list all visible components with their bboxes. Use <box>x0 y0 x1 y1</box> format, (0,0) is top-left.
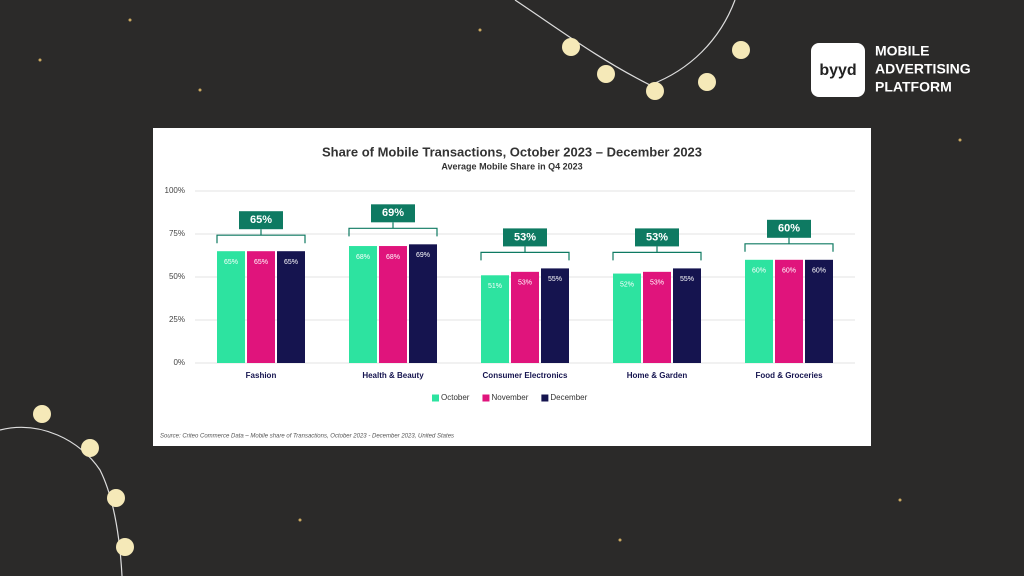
bar <box>511 271 539 363</box>
bar <box>541 268 569 363</box>
brand-line: ADVERTISING <box>875 61 971 77</box>
brand-line: PLATFORM <box>875 79 952 95</box>
value-label: 68% <box>386 254 400 261</box>
legend-swatch <box>432 394 439 402</box>
value-label: 65% <box>284 259 298 266</box>
value-label: 65% <box>254 259 268 266</box>
average-bracket <box>216 229 306 244</box>
bar <box>277 251 305 363</box>
value-label: 60% <box>812 268 826 275</box>
value-label: 68% <box>356 254 370 261</box>
bar <box>745 259 773 363</box>
value-label: 60% <box>752 268 766 275</box>
bar <box>805 259 833 363</box>
bar <box>379 246 407 363</box>
y-tick-label: 75% <box>169 229 185 238</box>
average-box <box>371 204 415 223</box>
value-label: 53% <box>650 280 664 287</box>
average-box <box>635 228 679 247</box>
bar <box>643 271 671 363</box>
bar <box>217 251 245 363</box>
bar <box>349 246 377 363</box>
legend-swatch <box>541 394 549 402</box>
logo: byyd <box>819 62 856 79</box>
x-tick-label: Fashion <box>246 371 277 380</box>
legend-swatch <box>482 394 490 402</box>
bar <box>775 259 803 363</box>
x-tick-label: Food & Groceries <box>755 371 823 380</box>
average-box <box>503 228 547 247</box>
average-bracket <box>480 246 570 261</box>
bar <box>481 275 509 363</box>
source: Source: Criteo Commerce Data – Mobile sh… <box>160 434 454 440</box>
chart-subtitle: Average Mobile Share in Q4 2023 <box>441 161 582 171</box>
y-tick-label: 25% <box>169 315 185 324</box>
x-tick-label: Health & Beauty <box>362 371 424 380</box>
decoration <box>0 0 962 576</box>
average-label: 60% <box>778 223 800 235</box>
legend-label: December <box>550 393 587 402</box>
value-label: 51% <box>488 283 502 290</box>
value-label: 69% <box>416 252 430 259</box>
bar <box>247 251 275 363</box>
brand-line: MOBILE <box>875 43 929 59</box>
bar <box>613 273 641 363</box>
y-tick-label: 50% <box>169 272 185 281</box>
legend-label: November <box>491 393 528 402</box>
bar <box>409 244 437 363</box>
chart-title: Share of Mobile Transactions, October 20… <box>322 144 702 159</box>
value-label: 55% <box>548 276 562 283</box>
average-box <box>239 211 283 230</box>
x-tick-label: Home & Garden <box>627 371 688 380</box>
value-label: 60% <box>782 268 796 275</box>
bar <box>673 268 701 363</box>
x-tick-label: Consumer Electronics <box>483 371 568 380</box>
average-box <box>767 219 811 238</box>
value-label: 65% <box>224 259 238 266</box>
average-bracket <box>348 222 438 237</box>
y-tick-label: 100% <box>165 186 185 195</box>
logo-box <box>811 43 865 97</box>
average-bracket <box>744 237 834 252</box>
average-label: 53% <box>646 231 668 243</box>
average-label: 53% <box>514 231 536 243</box>
average-label: 65% <box>250 214 272 226</box>
value-label: 52% <box>620 281 634 288</box>
value-label: 53% <box>518 280 532 287</box>
y-tick-label: 0% <box>173 358 185 367</box>
legend-label: October <box>441 393 470 402</box>
average-bracket <box>612 246 702 261</box>
value-label: 55% <box>680 276 694 283</box>
average-label: 69% <box>382 207 404 219</box>
